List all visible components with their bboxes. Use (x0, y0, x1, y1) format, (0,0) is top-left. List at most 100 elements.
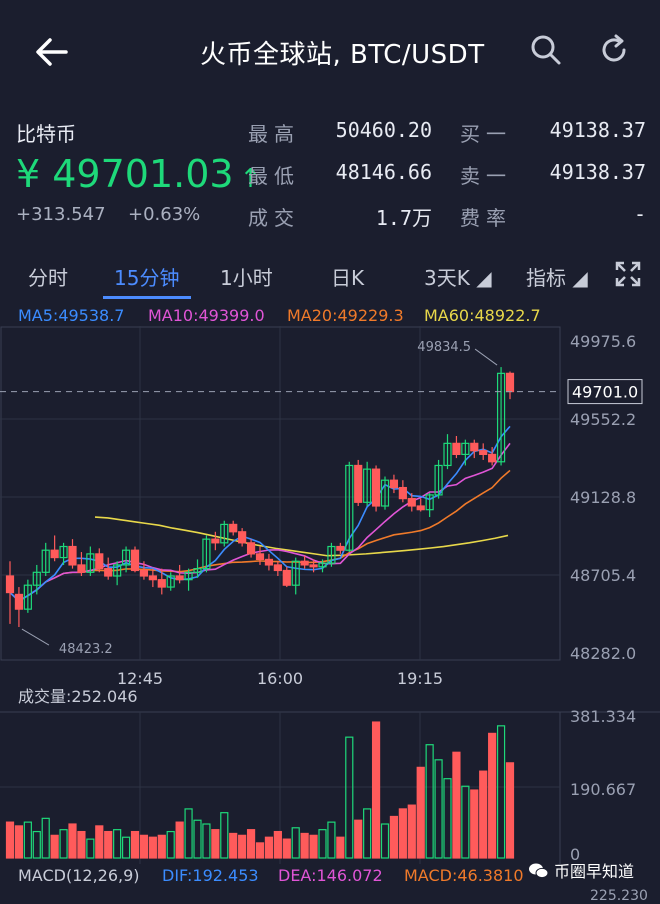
candle-body (264, 558, 274, 566)
y-tick-label: 48705.4 (570, 566, 636, 585)
y-tick-label: 49552.2 (570, 410, 636, 429)
volume-bar (461, 785, 470, 859)
candle-body (121, 549, 131, 566)
candle-body (389, 479, 399, 489)
search-icon[interactable] (528, 32, 564, 68)
candle-body (282, 569, 291, 586)
refresh-icon[interactable] (596, 32, 632, 68)
tab-indicators[interactable]: 指标 ◢ (526, 266, 588, 290)
ask-label: 卖一 (460, 164, 512, 188)
tab-1day[interactable]: 日K (331, 266, 365, 290)
low-value: 48146.66 (335, 160, 432, 184)
candle-body (363, 468, 372, 503)
y-tick-label: 49975.6 (570, 332, 636, 351)
last-price-value: ¥ 49701.03 (16, 152, 234, 196)
volume-bar (371, 721, 381, 859)
candle-body (443, 442, 452, 467)
price-change-pct: +0.63% (128, 204, 201, 225)
x-tick-label: 19:15 (397, 669, 443, 688)
volume-bar (32, 830, 41, 859)
candle-body (380, 479, 390, 507)
chart-grid (0, 326, 561, 661)
volume-bar (282, 838, 291, 859)
volume-bar (139, 834, 149, 859)
candle-body (479, 450, 488, 456)
candle-body (229, 523, 238, 533)
candle-body (416, 505, 425, 511)
volume-bar (380, 823, 390, 859)
volume-bar (345, 736, 354, 859)
volume-bar (425, 744, 434, 859)
x-tick-label: 12:45 (117, 669, 163, 688)
price-change: +313.547 (16, 204, 106, 225)
candle-body (59, 545, 68, 559)
volume-bar (398, 808, 407, 859)
tab-15min[interactable]: 15分钟 (114, 266, 180, 290)
quote-panel: 比特币 ¥ 49701.03 ↑ +313.547 +0.63% 最高 50460… (0, 110, 660, 235)
ma5-label: MA5:49538.7 (18, 306, 125, 325)
ask-value: 49138.37 (549, 160, 646, 184)
candle-body (496, 372, 506, 463)
x-tick-label: 16:00 (257, 669, 303, 688)
candle-body (273, 564, 282, 572)
volume-label: 成交量:252.046 (18, 687, 138, 706)
volume-bar (59, 829, 68, 859)
candle-body (86, 553, 95, 573)
candle-body (202, 538, 211, 570)
volume-bars: 成交量:252.046 381.334 190.667 0 (0, 687, 660, 864)
candle-body (77, 564, 86, 573)
volume-bar (166, 830, 175, 859)
dif-label: DIF:192.453 (162, 866, 259, 885)
ma60-line (94, 516, 509, 557)
candle-body (184, 571, 193, 581)
chart-labels: 49975.6 49552.2 49128.8 48705.4 48282.0 12:45… (0, 332, 643, 688)
candle-body (148, 575, 157, 581)
volume-bar (354, 819, 363, 859)
candle-body (505, 372, 515, 393)
volume-bar (50, 834, 59, 859)
tab-1hour[interactable]: 1小时 (220, 266, 273, 290)
candle-body (193, 568, 202, 573)
volume-bar (23, 821, 32, 859)
volume-bar (416, 766, 425, 859)
candle-body (336, 545, 345, 551)
candle-body (407, 498, 416, 507)
macd-legend: MACD(12,26,9) DIF:192.453 DEA:146.072 MA… (0, 864, 660, 888)
volume-bar (238, 834, 247, 859)
tab-timeline[interactable]: 分时 (28, 266, 68, 290)
candle-body (398, 486, 407, 500)
candle-body (14, 593, 24, 610)
candles (5, 367, 515, 628)
volume-bar (496, 725, 506, 859)
candle-body (23, 584, 32, 610)
candle-body (113, 564, 122, 577)
candle-body (371, 468, 381, 507)
tab-3day[interactable]: 3天K ◢ (424, 266, 492, 290)
fullscreen-icon[interactable] (614, 260, 642, 288)
watermark-text: 币圈早知道 (554, 862, 635, 881)
volume-bar (175, 821, 184, 859)
candle-body (139, 569, 149, 577)
volume-tick-label: 381.334 (570, 707, 636, 726)
ma-legend: MA5:49538.7 MA10:49399.0 MA20:49229.3 MA… (0, 304, 660, 326)
candle-body (157, 579, 166, 588)
candle-body (220, 523, 229, 544)
volume-bar (389, 815, 399, 859)
volume-bar (407, 804, 416, 859)
volume-bar (479, 770, 488, 859)
volume-bar (273, 830, 282, 859)
candlestick-chart[interactable]: 49975.6 49552.2 49128.8 48705.4 48282.0 12:45… (0, 326, 660, 864)
candle-body (354, 464, 363, 503)
volume-bar (336, 836, 345, 859)
coin-name: 比特币 (16, 122, 76, 146)
volume-bar (184, 808, 193, 859)
volume-bar (443, 778, 452, 859)
volume-bar (470, 789, 479, 859)
back-arrow-icon[interactable] (30, 30, 74, 74)
min-marker-line (21, 628, 50, 646)
candle-body (68, 545, 77, 566)
candle-body (166, 575, 175, 588)
candle-body (50, 549, 59, 559)
fee-label: 费率 (460, 206, 512, 230)
volume-bar (246, 829, 256, 859)
